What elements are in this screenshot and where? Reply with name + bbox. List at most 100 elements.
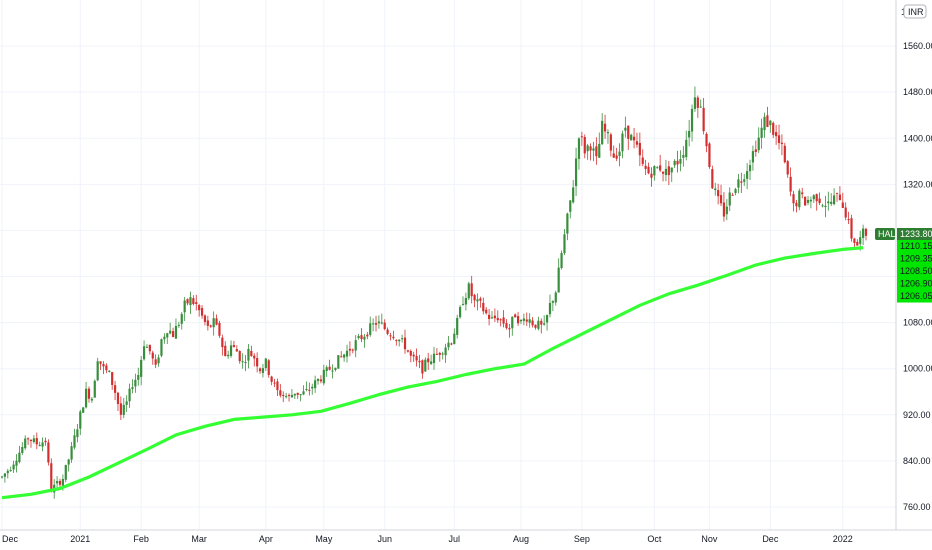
candle-body bbox=[389, 335, 392, 337]
candle-body bbox=[621, 133, 624, 152]
candle-body bbox=[450, 343, 453, 345]
candle-body bbox=[337, 355, 340, 369]
candle-body bbox=[82, 407, 85, 413]
candle-body bbox=[58, 480, 62, 485]
candle-body bbox=[137, 374, 140, 380]
ma-value-tag bbox=[897, 240, 932, 253]
time-axis[interactable]: Dec 2021 Feb Mar Apr May Jun Jul Aug Sep Oct Nov Dec… bbox=[2, 534, 853, 544]
candle-body bbox=[215, 318, 218, 325]
candle-body bbox=[154, 359, 157, 365]
candle-body bbox=[766, 115, 769, 127]
candle-body bbox=[841, 202, 844, 208]
x-tick-label: Aug bbox=[513, 534, 529, 544]
candle-body bbox=[786, 161, 789, 175]
candle-body bbox=[195, 302, 198, 305]
candle-body bbox=[809, 199, 813, 202]
candle-body bbox=[696, 97, 699, 108]
candle-body bbox=[586, 145, 589, 152]
candle-body bbox=[427, 358, 430, 363]
candle-body bbox=[169, 330, 172, 334]
candle-body bbox=[725, 206, 728, 215]
candle-body bbox=[293, 393, 296, 396]
symbol-tag bbox=[875, 228, 895, 241]
price-tags: HAL 1233.80 1210.15 1209.35 1208.50 1206.90 12… bbox=[875, 228, 932, 303]
candle-body bbox=[424, 359, 427, 372]
candle-body bbox=[441, 353, 444, 355]
candle-body bbox=[38, 444, 41, 446]
candle-body bbox=[351, 349, 354, 351]
candle-body bbox=[142, 346, 146, 360]
candle-body bbox=[44, 440, 47, 443]
candle-body bbox=[673, 160, 676, 166]
candle-body bbox=[635, 141, 639, 145]
candle-body bbox=[383, 322, 386, 329]
currency-badge[interactable]: INR bbox=[908, 7, 924, 17]
x-tick-label: 2022 bbox=[833, 534, 853, 544]
candle-body bbox=[525, 319, 528, 322]
ma-value-tag bbox=[897, 290, 932, 303]
candle-body bbox=[476, 299, 479, 302]
candle-body bbox=[273, 382, 276, 384]
candle-body bbox=[392, 336, 395, 339]
candle-body bbox=[430, 361, 433, 364]
candle-body bbox=[287, 394, 291, 396]
candle-body bbox=[418, 360, 421, 363]
candle-body bbox=[232, 345, 236, 347]
candle-body bbox=[113, 385, 117, 393]
candle-body bbox=[641, 157, 644, 164]
candle-body bbox=[412, 354, 415, 357]
price-axis[interactable]: 760.00 840.00 920.00 1000.00 1080.00 1320.00 1… bbox=[903, 41, 932, 512]
candle-body bbox=[864, 228, 868, 236]
candle-body bbox=[311, 386, 314, 389]
candle-body bbox=[241, 361, 244, 363]
candle-body bbox=[598, 143, 601, 158]
candle-body bbox=[844, 207, 847, 218]
candle-body bbox=[734, 189, 737, 193]
candle-body bbox=[250, 350, 253, 357]
candle-body bbox=[577, 138, 581, 159]
candle-body bbox=[96, 361, 99, 381]
candle-body bbox=[711, 169, 714, 189]
candle-body bbox=[743, 179, 746, 182]
candle-body bbox=[151, 352, 154, 359]
candle-body bbox=[29, 439, 33, 442]
candle-body bbox=[650, 173, 653, 178]
candle-body bbox=[496, 317, 499, 321]
candle-body bbox=[267, 360, 270, 376]
candle-body bbox=[12, 464, 15, 470]
candle-body bbox=[534, 324, 537, 328]
ma-value-label: 1208.50 bbox=[900, 266, 932, 276]
y-tick-label: 920.00 bbox=[903, 410, 931, 420]
candle-body bbox=[398, 339, 401, 342]
candle-body bbox=[574, 158, 578, 187]
x-tick-label: 2021 bbox=[70, 534, 90, 544]
candle-body bbox=[514, 314, 517, 318]
y-tick-label: 1560.00 bbox=[903, 41, 932, 51]
ma-value-tag bbox=[897, 277, 932, 291]
candle-body bbox=[519, 319, 523, 322]
candle-body bbox=[258, 368, 262, 372]
candle-body bbox=[685, 139, 688, 158]
x-tick-label: May bbox=[315, 534, 333, 544]
candle-body bbox=[705, 133, 708, 147]
candle-body bbox=[545, 315, 549, 323]
candle-body bbox=[453, 333, 456, 345]
currency-badge-box[interactable] bbox=[903, 4, 927, 19]
candle-body bbox=[859, 237, 862, 244]
candle-body bbox=[516, 316, 520, 324]
candle-body bbox=[589, 146, 592, 151]
candle-body bbox=[238, 351, 241, 362]
candle-body bbox=[540, 320, 543, 325]
candle-body bbox=[853, 238, 856, 243]
y-tick-label: 1080.00 bbox=[903, 318, 932, 328]
candle-body bbox=[125, 401, 128, 405]
candle-body bbox=[145, 346, 149, 348]
candle-body bbox=[664, 168, 668, 176]
y-tick-label: 840.00 bbox=[903, 456, 931, 466]
candle-body bbox=[316, 378, 320, 381]
candle-body bbox=[763, 116, 766, 131]
candle-body bbox=[522, 318, 525, 321]
candle-body bbox=[61, 478, 64, 486]
candle-body bbox=[3, 473, 6, 477]
